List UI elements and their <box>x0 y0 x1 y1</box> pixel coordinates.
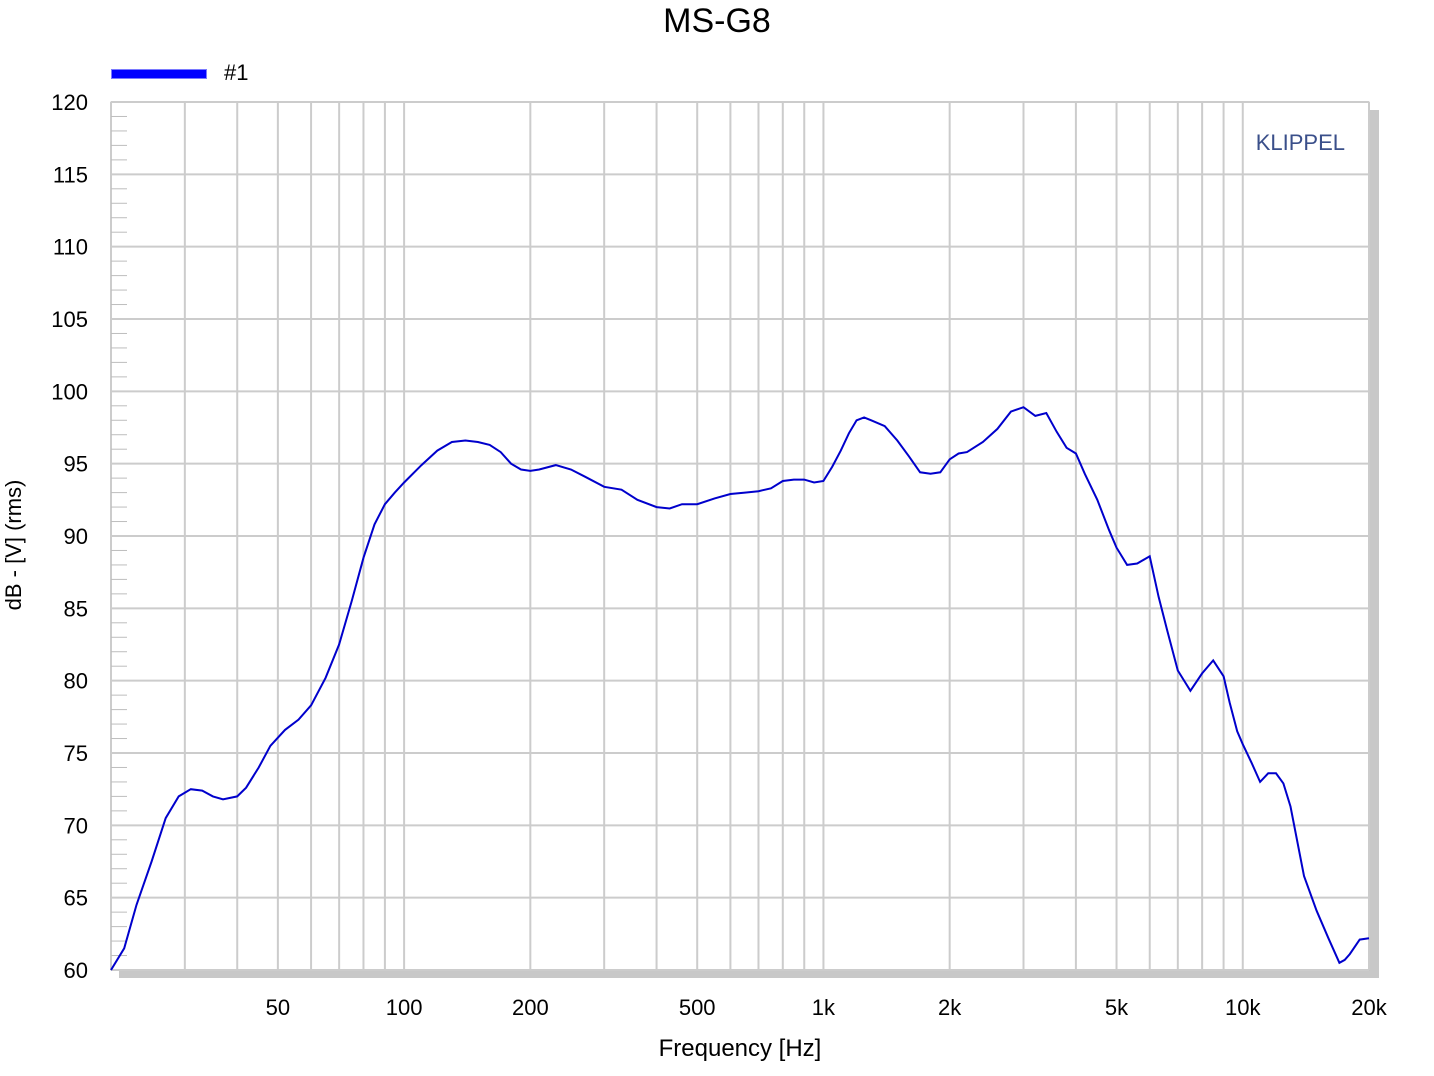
x-tick-label: 500 <box>679 995 716 1020</box>
x-tick-label: 1k <box>812 995 836 1020</box>
y-tick-label: 115 <box>53 162 88 187</box>
x-tick-labels: 50 100 200 500 1k 2k 5k 10k 20k <box>266 995 1388 1020</box>
y-tick-label: 100 <box>51 379 88 404</box>
x-tick-label: 10k <box>1225 995 1261 1020</box>
x-tick-label: 50 <box>266 995 290 1020</box>
y-axis-label: dB - [V] (rms) <box>1 479 26 611</box>
y-tick-label: 120 <box>51 90 88 115</box>
y-tick-labels: 120 115 110 105 100 95 90 85 80 75 70 65 60 <box>51 90 88 983</box>
chart-title: MS-G8 <box>663 2 771 40</box>
y-tick-label: 85 <box>64 596 88 621</box>
x-tick-label: 5k <box>1105 995 1129 1020</box>
y-tick-label: 90 <box>64 524 88 549</box>
y-tick-label: 95 <box>64 452 88 477</box>
y-tick-label: 110 <box>53 235 88 260</box>
y-tick-label: 105 <box>51 307 88 332</box>
x-axis-label: Frequency [Hz] <box>658 1035 822 1062</box>
series-line-1 <box>110 406 1370 971</box>
x-tick-label: 200 <box>512 995 549 1020</box>
x-tick-label: 2k <box>938 995 962 1020</box>
y-tick-label: 60 <box>64 958 88 983</box>
y-tick-label: 65 <box>64 886 88 911</box>
y-tick-label: 80 <box>64 669 88 694</box>
klippel-watermark: KLIPPEL <box>1256 130 1345 155</box>
grid-lines <box>110 101 1370 971</box>
y-tick-label: 75 <box>64 741 88 766</box>
x-tick-label: 20k <box>1351 995 1387 1020</box>
y-minor-ticks <box>111 115 127 957</box>
legend-label: #1 <box>224 60 249 85</box>
y-tick-label: 70 <box>64 813 88 838</box>
x-tick-label: 100 <box>386 995 423 1020</box>
legend-swatch <box>111 69 207 79</box>
